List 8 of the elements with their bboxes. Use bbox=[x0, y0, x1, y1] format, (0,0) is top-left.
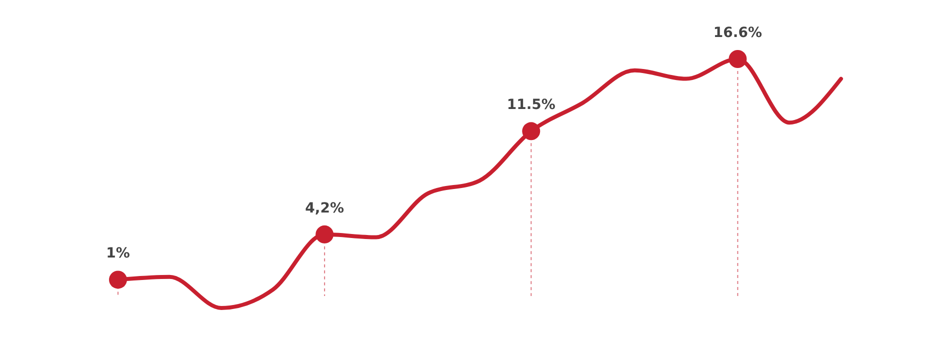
data-label: 4,2% bbox=[305, 200, 344, 216]
data-label: 11.5% bbox=[506, 97, 556, 114]
point bbox=[522, 122, 540, 140]
point bbox=[109, 270, 127, 289]
data-label: 1% bbox=[106, 246, 130, 262]
point bbox=[728, 50, 747, 68]
point bbox=[316, 225, 334, 244]
data-label: 16.6% bbox=[713, 25, 762, 41]
